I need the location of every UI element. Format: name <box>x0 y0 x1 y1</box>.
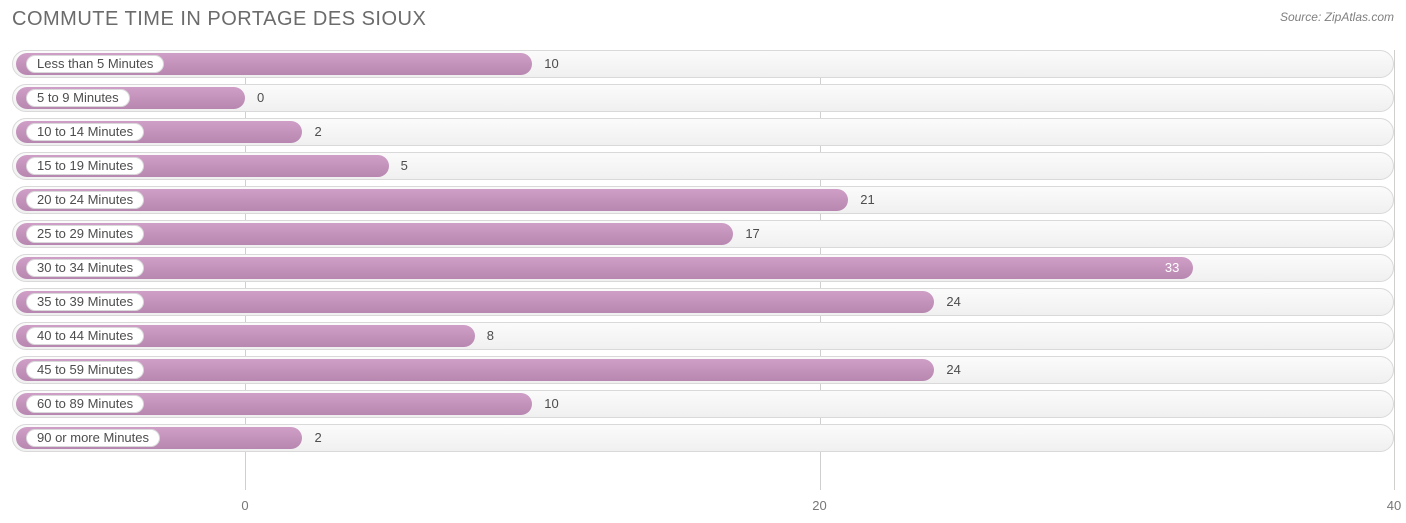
bar-row: 35 to 39 Minutes 24 <box>12 288 1394 316</box>
value-label: 21 <box>858 191 876 209</box>
bar-row: 25 to 29 Minutes 17 <box>12 220 1394 248</box>
gridline <box>1394 50 1395 490</box>
bar-row: 45 to 59 Minutes 24 <box>12 356 1394 384</box>
value-label: 24 <box>944 361 962 379</box>
value-label: 2 <box>312 123 323 141</box>
value-label: 10 <box>542 55 560 73</box>
bar-row: 30 to 34 Minutes 33 <box>12 254 1394 282</box>
value-label: 2 <box>312 429 323 447</box>
value-label: 8 <box>485 327 496 345</box>
bar <box>16 359 934 381</box>
bar <box>16 257 1193 279</box>
category-label: 60 to 89 Minutes <box>26 395 144 413</box>
bar-row: 10 to 14 Minutes 2 <box>12 118 1394 146</box>
category-label: 40 to 44 Minutes <box>26 327 144 345</box>
category-label: 20 to 24 Minutes <box>26 191 144 209</box>
bar-row: 60 to 89 Minutes 10 <box>12 390 1394 418</box>
bar-row: 90 or more Minutes 2 <box>12 424 1394 452</box>
value-label: 5 <box>399 157 410 175</box>
bar-row: Less than 5 Minutes 10 <box>12 50 1394 78</box>
chart-area: Less than 5 Minutes 10 5 to 9 Minutes 0 10 t… <box>12 50 1394 490</box>
value-label: 10 <box>542 395 560 413</box>
bar-row: 40 to 44 Minutes 8 <box>12 322 1394 350</box>
x-axis-tick: 40 <box>1387 498 1401 513</box>
category-label: 15 to 19 Minutes <box>26 157 144 175</box>
bar-row: 5 to 9 Minutes 0 <box>12 84 1394 112</box>
chart-title: COMMUTE TIME IN PORTAGE DES SIOUX <box>12 8 426 31</box>
x-axis: 02040 <box>12 498 1394 522</box>
category-label: 45 to 59 Minutes <box>26 361 144 379</box>
category-label: 30 to 34 Minutes <box>26 259 144 277</box>
value-label: 24 <box>944 293 962 311</box>
category-label: 5 to 9 Minutes <box>26 89 130 107</box>
value-label: 0 <box>255 89 266 107</box>
category-label: Less than 5 Minutes <box>26 55 164 73</box>
value-label: 33 <box>1163 259 1181 277</box>
header: COMMUTE TIME IN PORTAGE DES SIOUX Source… <box>12 8 1394 36</box>
x-axis-tick: 20 <box>812 498 826 513</box>
bar <box>16 291 934 313</box>
x-axis-tick: 0 <box>241 498 248 513</box>
category-label: 25 to 29 Minutes <box>26 225 144 243</box>
value-label: 17 <box>743 225 761 243</box>
category-label: 90 or more Minutes <box>26 429 160 447</box>
category-label: 35 to 39 Minutes <box>26 293 144 311</box>
source-attribution: Source: ZipAtlas.com <box>1280 8 1394 24</box>
bar-row: 15 to 19 Minutes 5 <box>12 152 1394 180</box>
bars-container: Less than 5 Minutes 10 5 to 9 Minutes 0 10 t… <box>12 50 1394 458</box>
bar-row: 20 to 24 Minutes 21 <box>12 186 1394 214</box>
category-label: 10 to 14 Minutes <box>26 123 144 141</box>
